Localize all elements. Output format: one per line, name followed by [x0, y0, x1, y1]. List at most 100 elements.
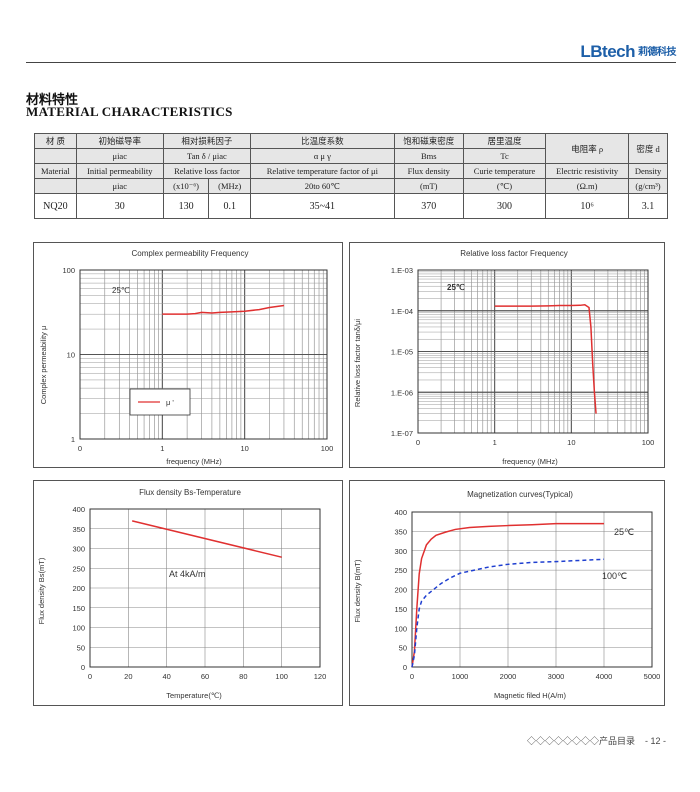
cell-density: 3.1 [628, 193, 668, 219]
page-number: - 12 - [644, 736, 666, 746]
y-tick-label: 1.E-06 [391, 388, 413, 397]
x-tick-label: 2000 [500, 672, 517, 681]
chart-perm-title: Complex permeability Frequency [132, 249, 249, 258]
x-tick-label: 60 [201, 672, 209, 681]
th-temp-sym: α μ γ [250, 148, 395, 164]
footer-text: ◇◇◇◇◇◇◇◇产品目录 [526, 736, 635, 746]
y-tick-label: 350 [394, 527, 407, 536]
chart-perm-xlabel: frequency (MHz) [166, 457, 222, 466]
x-tick-label: 10 [567, 438, 575, 447]
cell-material: NQ20 [34, 193, 77, 219]
y-tick-label: 400 [394, 508, 407, 517]
plot-frame [417, 269, 649, 434]
cell-flux: 370 [393, 193, 464, 219]
y-tick-label: 350 [72, 525, 85, 534]
y-tick-label: 100 [394, 624, 407, 633]
chart-loss-factor: Relative loss factor Frequency frequency… [349, 242, 665, 468]
brand-logo-cn: 莉德科技 [638, 47, 677, 58]
series-line-0 [162, 304, 285, 315]
cell-temp: 35~41 [250, 193, 395, 219]
th-loss-cn: 相对损耗因子 [162, 133, 252, 149]
y-tick-label: 300 [72, 545, 85, 554]
th-resist-en: Electric resistivity [545, 163, 630, 179]
th-blank-2 [34, 178, 77, 194]
chart-bh-title: Magnetization curves(Typical) [467, 490, 573, 499]
header-rule [26, 62, 676, 63]
series-line-1 [411, 558, 605, 668]
chart-loss-ylabel: Relative loss factor tanδ/μi [353, 319, 362, 407]
y-tick-label: 0 [81, 663, 85, 672]
y-tick-label: 1.E-04 [391, 307, 413, 316]
cell-resist: 10⁶ [545, 193, 630, 219]
chart-perm-legend-label: μ ' [166, 398, 174, 407]
th-flux-sym: Bms [393, 148, 464, 164]
heading-cn: 材料特性 [26, 92, 79, 107]
x-tick-label: 100 [275, 672, 288, 681]
chart-perm-annotation: 25℃ [112, 286, 130, 295]
th-resist-cn: 电阻率 ρ [545, 133, 630, 164]
chart-perm-ylabel: Complex permeability μ [39, 326, 48, 405]
chart-flux-title: Flux density Bs-Temperature [139, 488, 241, 497]
chart-bh-ylabel: Flux density B(mT) [353, 559, 362, 622]
y-tick-label: 250 [394, 566, 407, 575]
th-curie-sym: Tc [462, 148, 547, 164]
plot-frame [79, 269, 328, 440]
chart-bh-label-100: 100℃ [602, 571, 627, 581]
chart-loss-xlabel: frequency (MHz) [502, 457, 558, 466]
y-tick-label: 300 [394, 547, 407, 556]
th-freq-unit: (MHz) [208, 178, 252, 194]
chart-permeability: Complex permeability Frequency frequency… [33, 242, 343, 468]
th-temp-en: Relative temperature factor of μi [250, 163, 395, 179]
chart-bh-xlabel: Magnetic filed H(A/m) [494, 691, 567, 700]
y-tick-label: 200 [72, 584, 85, 593]
chart-magnetization: Magnetization curves(Typical) Magnetic f… [349, 480, 665, 706]
chart-flux-svg: Flux density Bs-Temperature Temperature(… [37, 488, 327, 700]
x-tick-label: 5000 [644, 672, 661, 681]
cell-freq: 0.1 [208, 193, 252, 219]
y-tick-label: 150 [394, 605, 407, 614]
x-tick-label: 0 [416, 438, 420, 447]
x-tick-label: 100 [321, 444, 334, 453]
x-tick-label: 40 [162, 672, 170, 681]
chart-loss-annotation: 25℃ [447, 283, 465, 292]
y-tick-label: 1.E-07 [391, 429, 413, 438]
th-material-en: Material [34, 163, 77, 179]
x-tick-label: 1000 [452, 672, 469, 681]
cell-perm: 30 [75, 193, 164, 219]
y-tick-label: 0 [403, 663, 407, 672]
th-perm-cn: 初始磁导率 [75, 133, 164, 149]
y-tick-label: 250 [72, 564, 85, 573]
th-resist-unit: (Ω.m) [545, 178, 630, 194]
y-tick-label: 100 [72, 624, 85, 633]
chart-flux-annotation: At 4kA/m [169, 569, 206, 579]
th-perm-unit: μiac [75, 178, 164, 194]
plot-frame [89, 508, 321, 668]
th-density-cn: 密度 d [628, 133, 668, 164]
x-tick-label: 120 [314, 672, 327, 681]
y-tick-label: 50 [77, 643, 85, 652]
th-curie-unit: (℃) [462, 178, 547, 194]
th-density-en: Density [628, 163, 668, 179]
page-footer: ◇◇◇◇◇◇◇◇产品目录 - 12 - [527, 734, 666, 747]
x-tick-label: 4000 [596, 672, 613, 681]
material-properties-table: 材 质 初始磁导率 相对损耗因子 比温度系数 饱和磁束密度 居里温度 电阻率 ρ… [34, 133, 668, 219]
th-curie-en: Curie temperature [462, 163, 547, 179]
y-tick-label: 1.E-05 [391, 348, 413, 357]
th-perm-en: Initial permeability [75, 163, 164, 179]
x-tick-label: 10 [240, 444, 248, 453]
chart-flux-xlabel: Temperature(℃) [166, 691, 222, 700]
chart-bh-label-25: 25℃ [614, 527, 634, 537]
y-tick-label: 400 [72, 505, 85, 514]
x-tick-label: 1 [493, 438, 497, 447]
brand-logo: LBtech 莉德科技 [580, 42, 677, 61]
cell-curie: 300 [462, 193, 547, 219]
x-tick-label: 1 [160, 444, 164, 453]
y-tick-label: 1 [71, 435, 75, 444]
x-tick-label: 80 [239, 672, 247, 681]
heading-en: MATERIAL CHARACTERISTICS [26, 104, 233, 119]
x-tick-label: 20 [124, 672, 132, 681]
plot-frame [411, 511, 653, 668]
series-line-0 [131, 520, 282, 558]
y-tick-label: 150 [72, 604, 85, 613]
y-tick-label: 200 [394, 586, 407, 595]
